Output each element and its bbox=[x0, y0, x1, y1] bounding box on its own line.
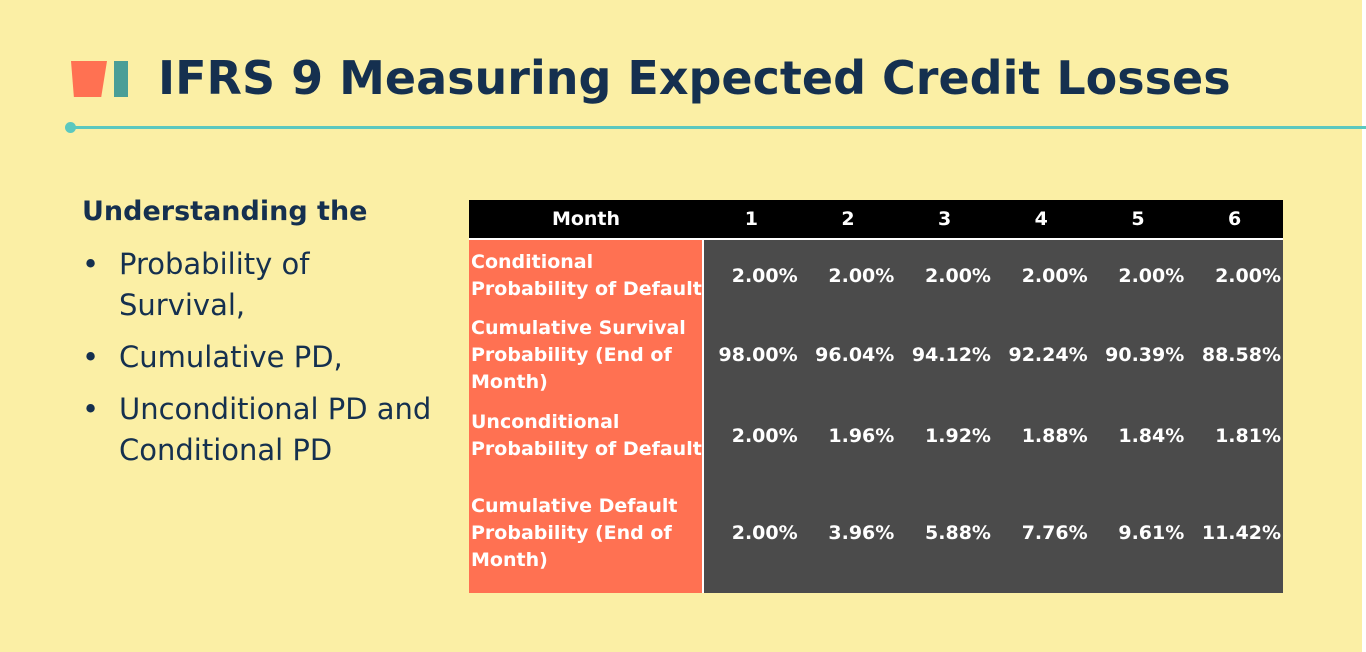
bullet-text: Probability of Survival, bbox=[119, 247, 310, 322]
table-cell: 2.00% bbox=[703, 473, 800, 593]
table-cell: 1.92% bbox=[896, 399, 993, 473]
header-month-1: 1 bbox=[703, 200, 800, 239]
row-label: Unconditional Probability of Default bbox=[469, 399, 704, 473]
table-row: Unconditional Probability of Default 2.0… bbox=[469, 399, 1283, 473]
table-cell: 5.88% bbox=[896, 473, 993, 593]
table-cell: 2.00% bbox=[703, 399, 800, 473]
table-cell: 2.00% bbox=[703, 239, 800, 311]
table-header-row: Month 1 2 3 4 5 6 bbox=[469, 200, 1283, 239]
table-row: Cumulative Default Probability (End of M… bbox=[469, 473, 1283, 593]
pd-table: Month 1 2 3 4 5 6 Conditional Probabilit… bbox=[469, 200, 1283, 593]
table-cell: 88.58% bbox=[1186, 311, 1283, 399]
table-cell: 1.84% bbox=[1089, 399, 1187, 473]
table-cell: 1.81% bbox=[1186, 399, 1283, 473]
table-cell: 90.39% bbox=[1089, 311, 1187, 399]
bullet-item: • Probability of Survival, bbox=[80, 244, 440, 326]
table-cell: 1.88% bbox=[992, 399, 1090, 473]
table-cell: 11.42% bbox=[1186, 473, 1283, 593]
bullet-text: Unconditional PD and Conditional PD bbox=[119, 392, 432, 467]
row-label: Cumulative Default Probability (End of M… bbox=[469, 473, 704, 593]
bullet-item: • Unconditional PD and Conditional PD bbox=[80, 389, 440, 471]
table-cell: 2.00% bbox=[799, 239, 897, 311]
slide-edge bbox=[1362, 0, 1366, 652]
header-month-3: 3 bbox=[896, 200, 993, 239]
table-cell: 2.00% bbox=[1089, 239, 1187, 311]
table-cell: 2.00% bbox=[992, 239, 1090, 311]
section-heading: Understanding the bbox=[82, 196, 368, 227]
bullet-item: • Cumulative PD, bbox=[80, 337, 440, 378]
bullet-dot: • bbox=[82, 247, 100, 281]
header-month-4: 4 bbox=[992, 200, 1090, 239]
table-cell: 7.76% bbox=[992, 473, 1090, 593]
slide-title: IFRS 9 Measuring Expected Credit Losses bbox=[158, 51, 1231, 105]
title-accent-teal bbox=[114, 61, 128, 97]
row-label: Conditional Probability of Default bbox=[469, 239, 704, 311]
title-rule bbox=[70, 126, 1366, 129]
table-cell: 1.96% bbox=[799, 399, 897, 473]
table-row: Conditional Probability of Default 2.00%… bbox=[469, 239, 1283, 311]
row-label: Cumulative Survival Probability (End of … bbox=[469, 311, 704, 399]
bullet-text: Cumulative PD, bbox=[119, 340, 343, 374]
table-cell: 2.00% bbox=[896, 239, 993, 311]
header-month: Month bbox=[469, 200, 703, 239]
table-cell: 98.00% bbox=[703, 311, 800, 399]
table-cell: 92.24% bbox=[992, 311, 1090, 399]
bullet-dot: • bbox=[82, 392, 100, 426]
header-month-6: 6 bbox=[1186, 200, 1283, 239]
table-cell: 3.96% bbox=[799, 473, 897, 593]
table-cell: 96.04% bbox=[799, 311, 897, 399]
title-accent-coral bbox=[71, 61, 107, 97]
table-cell: 94.12% bbox=[896, 311, 993, 399]
table-row: Cumulative Survival Probability (End of … bbox=[469, 311, 1283, 399]
header-month-2: 2 bbox=[799, 200, 897, 239]
header-month-5: 5 bbox=[1089, 200, 1187, 239]
bullet-dot: • bbox=[82, 340, 100, 374]
table-cell: 9.61% bbox=[1089, 473, 1187, 593]
table-cell: 2.00% bbox=[1186, 239, 1283, 311]
bullet-list: • Probability of Survival, • Cumulative PD… bbox=[80, 244, 440, 482]
